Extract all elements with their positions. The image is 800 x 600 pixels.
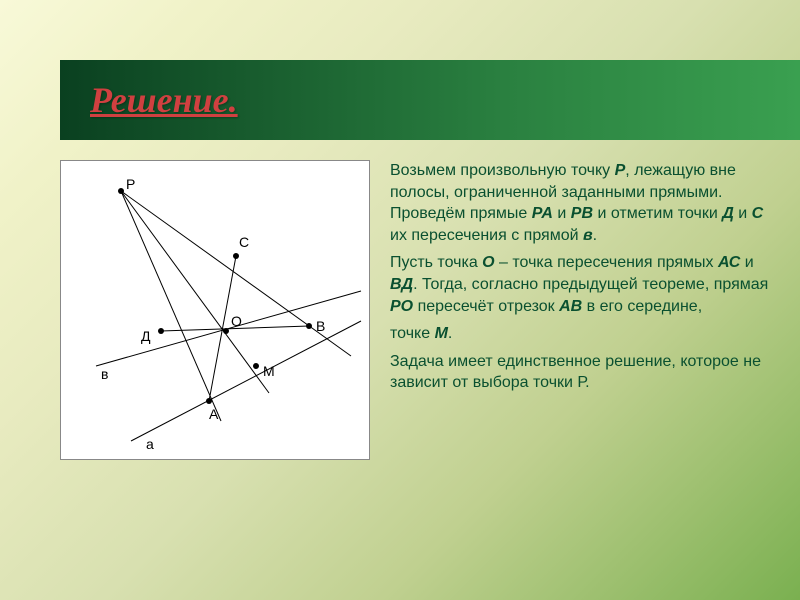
- diagram-container: в а Р С Д О В М А: [60, 160, 370, 460]
- svg-text:М: М: [263, 363, 275, 379]
- geometry-diagram: в а Р С Д О В М А: [61, 161, 371, 461]
- svg-text:О: О: [231, 313, 242, 329]
- svg-text:в: в: [101, 366, 108, 382]
- slide-title: Решение.: [90, 79, 238, 121]
- svg-text:Р: Р: [126, 176, 135, 192]
- svg-text:Д: Д: [141, 328, 151, 344]
- solution-text: Возьмем произвольную точку Р, лежащую вн…: [390, 160, 770, 460]
- svg-text:А: А: [209, 406, 219, 422]
- svg-text:В: В: [316, 318, 325, 334]
- paragraph-4: Задача имеет единственное решение, котор…: [390, 351, 770, 394]
- paragraph-1: Возьмем произвольную точку Р, лежащую вн…: [390, 160, 770, 246]
- svg-text:С: С: [239, 234, 249, 250]
- content-area: в а Р С Д О В М А Возьмем произвольную точку Р, …: [60, 160, 770, 460]
- paragraph-2: Пусть точка О – точка пересечения прямых…: [390, 252, 770, 317]
- header-band: Решение.: [60, 60, 800, 140]
- paragraph-3: точке М.: [390, 323, 770, 345]
- svg-text:а: а: [146, 436, 154, 452]
